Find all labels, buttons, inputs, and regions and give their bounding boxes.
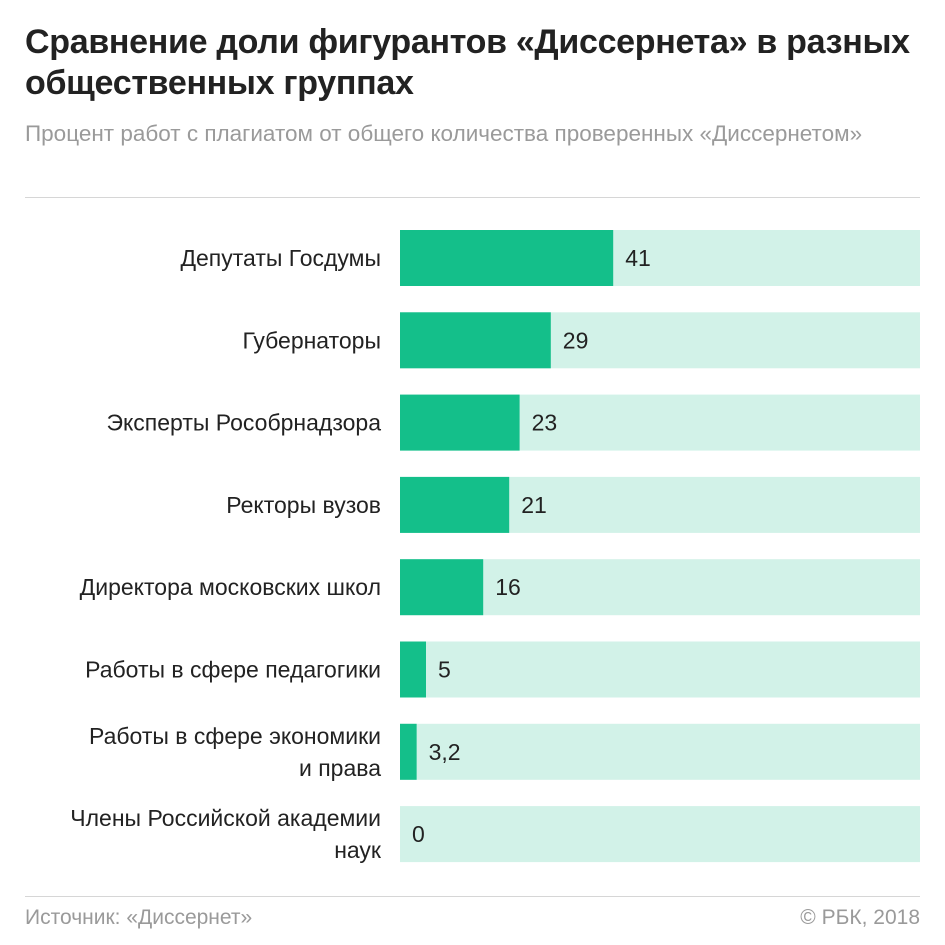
category-label: Директора московских школ [80,574,381,600]
bottom-divider [25,896,920,897]
bar-track [400,806,920,863]
bar [400,559,484,616]
value-label: 23 [532,410,558,436]
top-divider [25,197,920,198]
bar-track [400,723,920,780]
value-label: 0 [412,821,425,847]
bar [400,641,426,698]
chart-subtitle: Процент работ с плагиатом от общего коли… [25,121,863,146]
chart-title: Сравнение доли фигурантов «Диссернета» в… [25,23,910,102]
value-label: 5 [438,657,451,683]
bar-track [400,559,920,616]
bar-track [400,641,920,698]
category-label: Работы в сфере экономики [89,723,381,749]
source-note: Источник: «Диссернет» [25,906,253,929]
bar [400,312,551,369]
value-label: 29 [563,327,589,353]
category-label: Губернаторы [242,327,381,353]
value-label: 3,2 [429,739,461,765]
bar [400,723,417,780]
category-label: Члены Российской академии [70,805,381,831]
value-label: 41 [625,245,651,271]
copyright-note: © РБК, 2018 [800,906,920,929]
bar [400,476,510,533]
category-label: и права [299,755,381,781]
category-label: Эксперты Рособрнадзора [106,410,381,436]
value-label: 16 [495,574,521,600]
category-label: Работы в сфере педагогики [85,657,381,683]
category-label: Депутаты Госдумы [180,245,381,271]
category-label: Ректоры вузов [226,492,381,518]
category-label: наук [334,837,382,863]
value-label: 21 [521,492,547,518]
bar [400,230,614,286]
bar [400,394,520,451]
